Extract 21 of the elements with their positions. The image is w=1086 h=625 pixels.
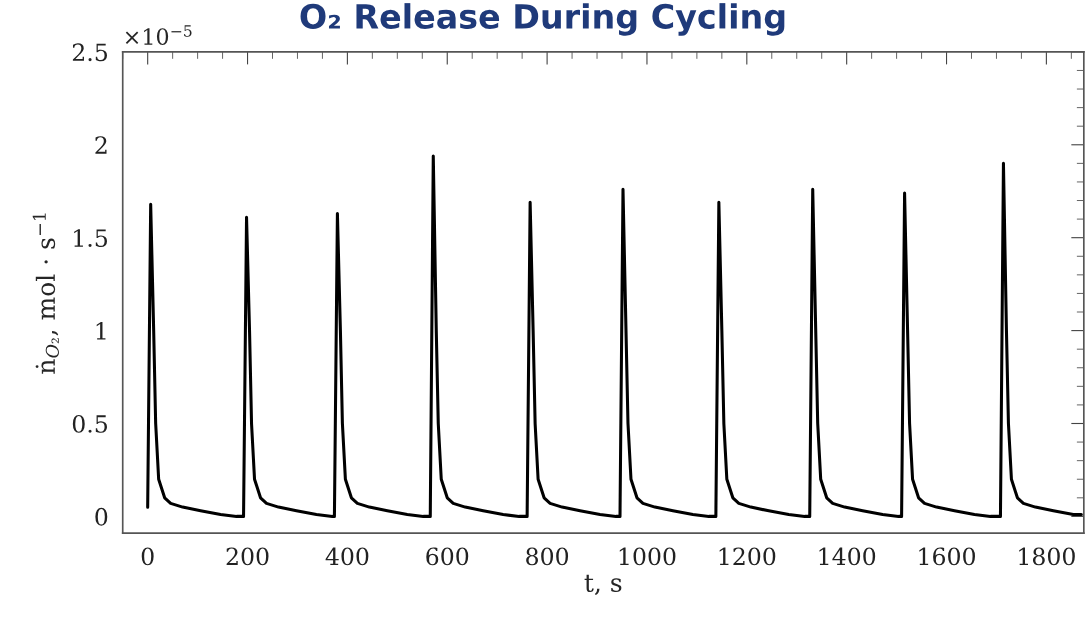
x-tick-label: 1400 — [819, 547, 876, 566]
text: ×10$^{−5}$ — [125, 25, 192, 46]
chart-title: O₂ Release During Cycling — [300, 3, 785, 36]
y-tick-label: 0 — [95, 507, 108, 526]
x-tick-label: 1200 — [719, 547, 776, 566]
x-tick-label: 800 — [526, 547, 569, 566]
x-tick-label: 0 — [141, 547, 154, 566]
y-axis-title: ṅ$_{O₂}$, mol · s$^{−1}$ — [32, 213, 59, 374]
y-tick-label: 1.5 — [74, 229, 108, 247]
x-tick-label: 200 — [226, 547, 269, 566]
x-tick-label: 400 — [325, 547, 369, 566]
line-series — [146, 154, 1083, 518]
y-tick-label: 0.5 — [72, 414, 108, 433]
y-tick-label: 2 — [95, 136, 107, 154]
x-tick-label: 1000 — [619, 547, 676, 566]
x-tick-label: 1600 — [919, 547, 975, 566]
x-tick-label: 1800 — [1019, 547, 1075, 566]
y-tick-label: 2.5 — [72, 43, 108, 62]
y-tick-label: 1 — [96, 322, 106, 340]
x-tick-label: 600 — [426, 547, 469, 566]
x-axis-title: t, s — [584, 574, 622, 596]
